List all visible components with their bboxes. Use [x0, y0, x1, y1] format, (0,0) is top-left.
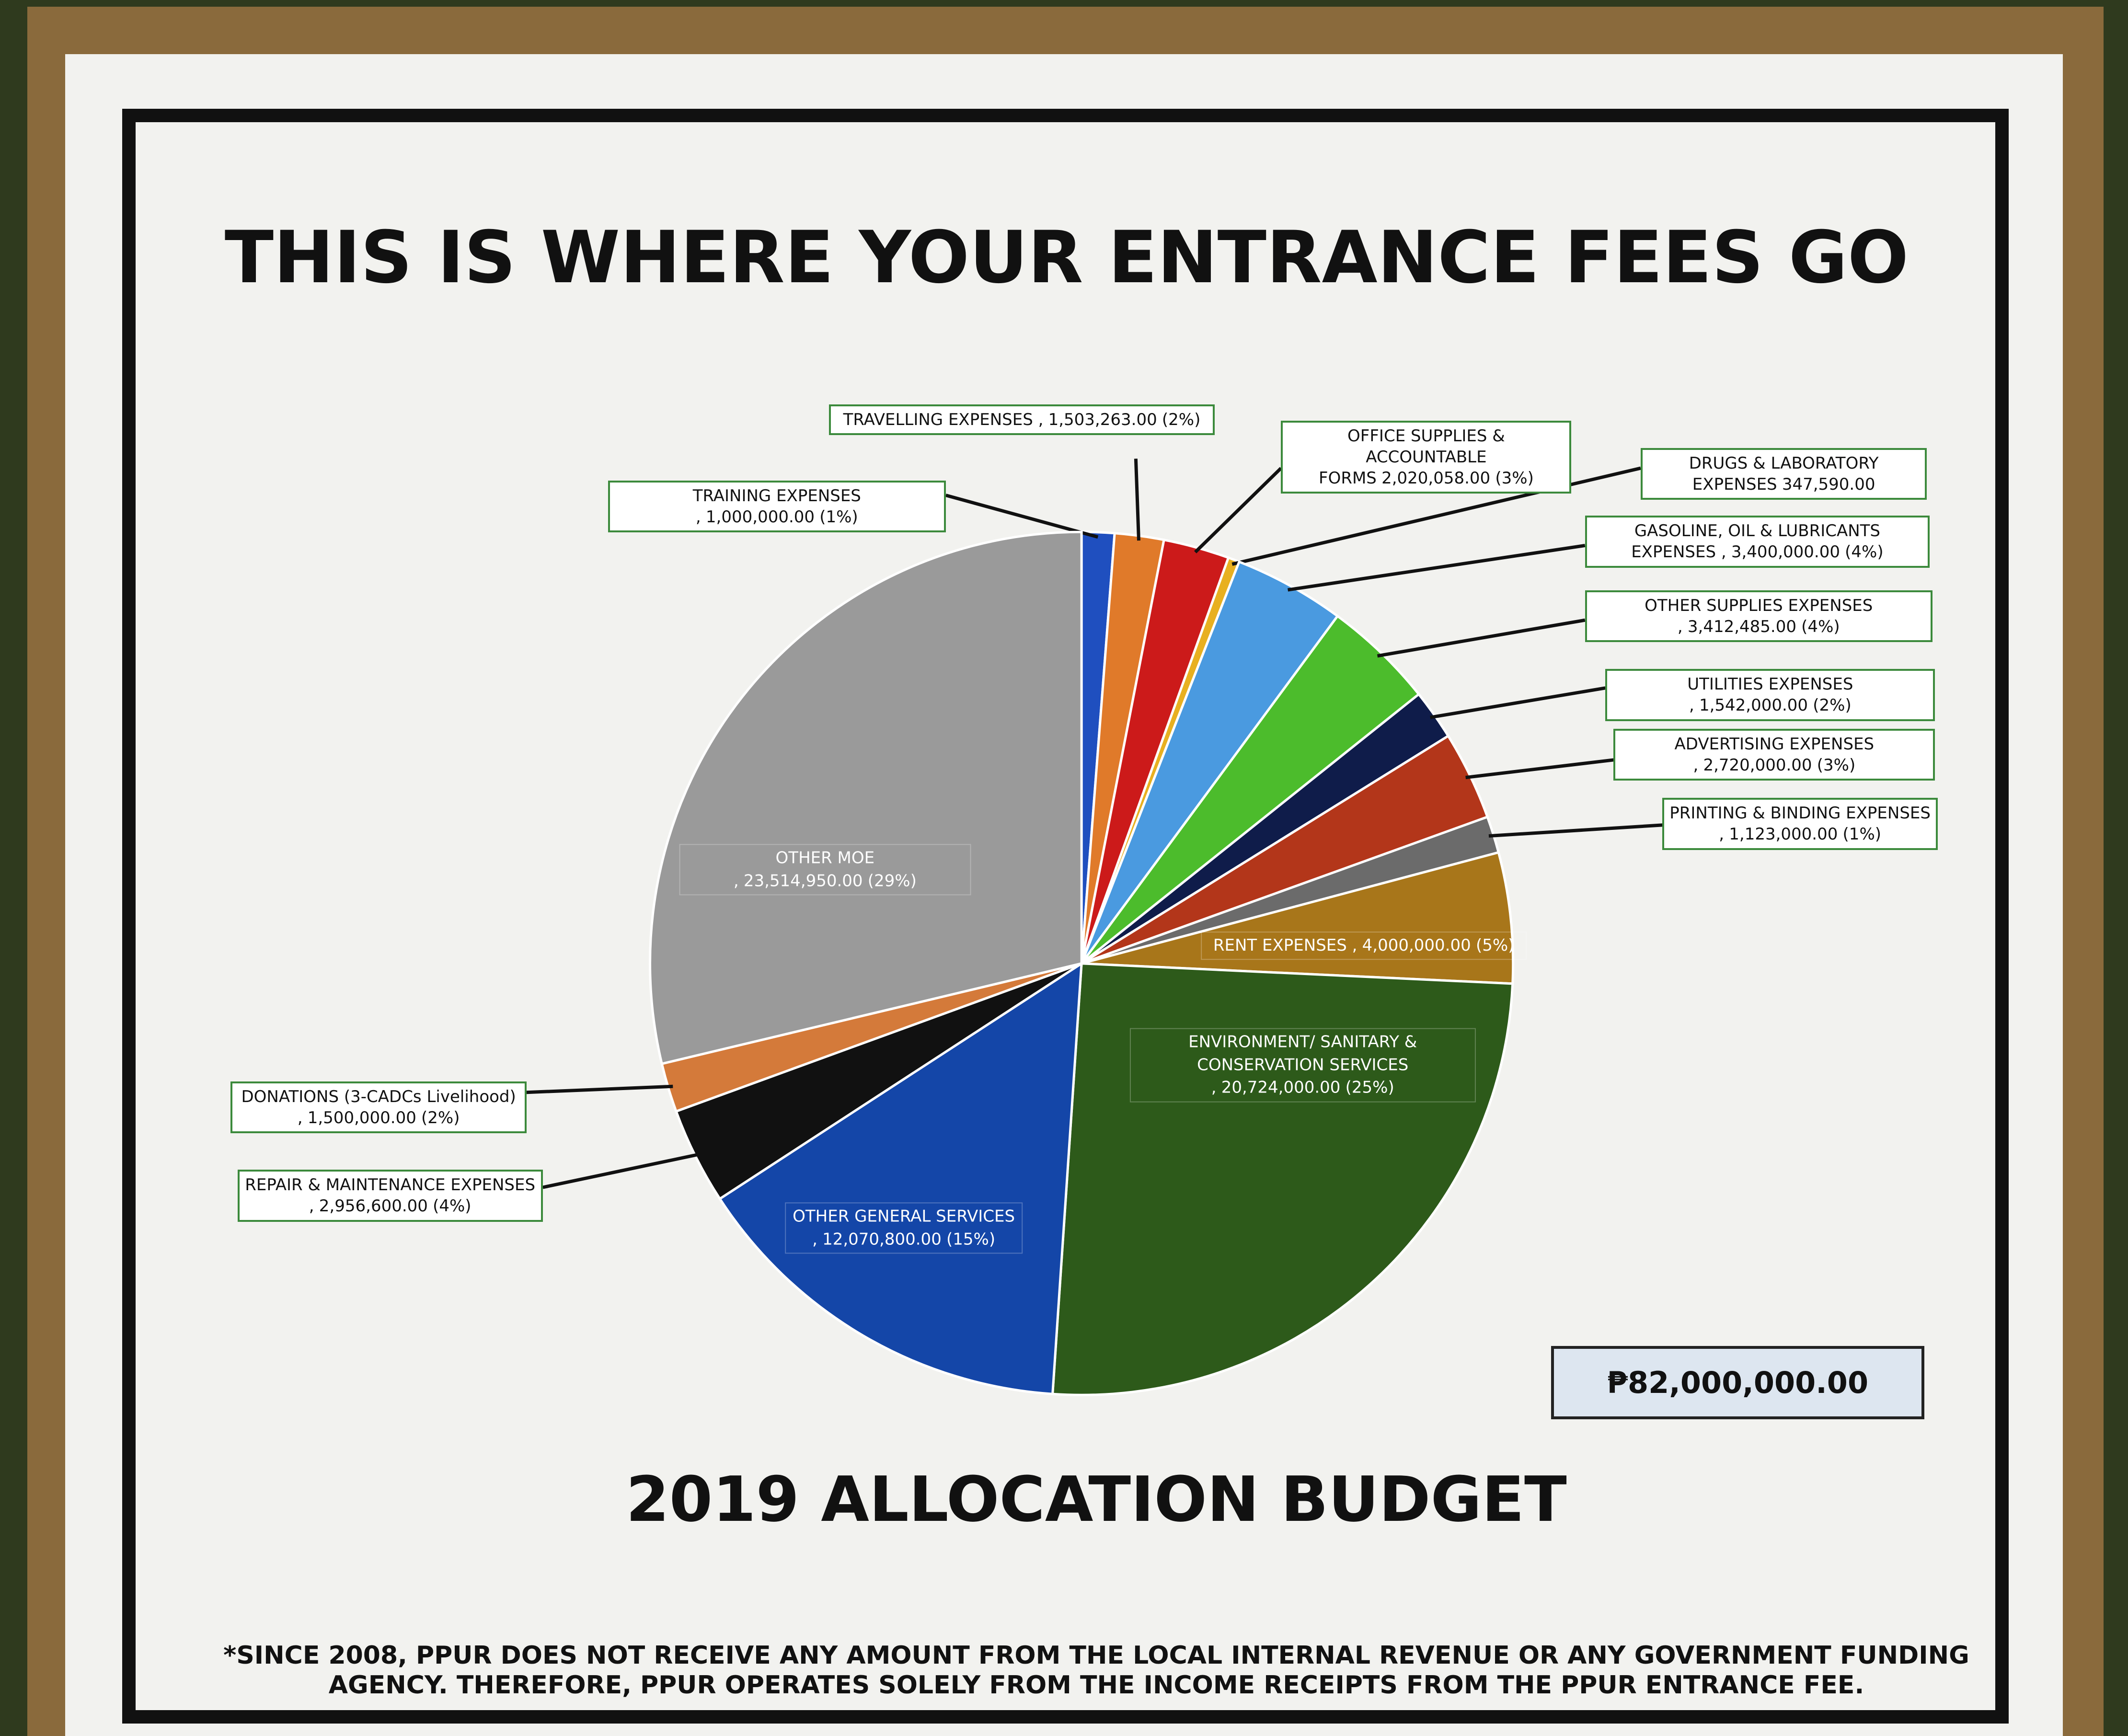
slice-label-box: TRAVELLING EXPENSES , 1,503,263.00 (2%) — [829, 404, 1215, 436]
slice-label-box: UTILITIES EXPENSES , 1,542,000.00 (2%) — [1605, 669, 1935, 721]
pie-slice — [1051, 962, 1514, 1396]
leader-line — [542, 1152, 701, 1189]
slice-label-inner: OTHER MOE , 23,514,950.00 (29%) — [679, 844, 971, 896]
percent-label: (1%) — [819, 507, 858, 527]
value-label: 347,590.00 — [1782, 474, 1875, 494]
percent-label: (3%) — [1817, 755, 1856, 775]
percent-label: (4%) — [433, 1196, 472, 1216]
value-label: 2,720,000.00 — [1703, 755, 1812, 775]
slice-label-box: DONATIONS (3-CADCs Livelihood) , 1,500,00… — [230, 1081, 527, 1134]
value-label: 20,724,000.00 — [1221, 1078, 1341, 1097]
category-label: DRUGS & LABORATORY EXPENSES — [1689, 453, 1879, 494]
pie-slice — [649, 530, 1083, 1066]
category-label: OTHER MOE , — [733, 848, 875, 891]
percent-label: (29%) — [867, 871, 917, 891]
slice-label-box: DRUGS & LABORATORY EXPENSES 347,590.00 — [1640, 448, 1927, 500]
category-label: OTHER GENERAL SERVICES , — [793, 1207, 1015, 1249]
category-label: OTHER SUPPLIES EXPENSES , — [1645, 596, 1873, 637]
footnote: AGENCY. THEREFORE, PPUR OPERATES SOLELY … — [328, 1671, 1864, 1700]
category-label: RENT EXPENSES , — [1213, 936, 1357, 955]
percent-label: (1%) — [1842, 825, 1882, 844]
leader-line — [945, 494, 1099, 539]
percent-label: (4%) — [1845, 542, 1884, 562]
percent-label: (3%) — [1495, 469, 1534, 488]
category-label: ADVERTISING EXPENSES , — [1674, 734, 1875, 775]
leader-line — [1134, 459, 1141, 541]
leader-line — [1194, 467, 1282, 553]
percent-label: (4%) — [1801, 617, 1840, 637]
sign-border — [122, 109, 2009, 1724]
leader-line — [1465, 758, 1614, 780]
pie-slice — [1081, 614, 1421, 965]
percent-label: (2%) — [421, 1108, 460, 1128]
slice-label-box: OFFICE SUPPLIES & ACCOUNTABLE FORMS 2,020… — [1281, 420, 1572, 494]
category-label: UTILITIES EXPENSES , — [1687, 675, 1853, 715]
category-label: REPAIR & MAINTENANCE EXPENSES , — [245, 1175, 536, 1216]
slice-label-box: GASOLINE, OIL & LUBRICANTS EXPENSES , 3,4… — [1585, 516, 1930, 568]
leader-line — [526, 1084, 673, 1094]
percent-label: (5%) — [1475, 936, 1515, 955]
percent-label: (15%) — [946, 1229, 996, 1249]
category-label: TRAINING EXPENSES , — [692, 486, 861, 527]
chart-title: THIS IS WHERE YOUR ENTRANCE FEES GO — [224, 216, 1909, 299]
value-label: 1,123,000.00 — [1729, 825, 1838, 844]
value-label: 2,956,600.00 — [319, 1196, 428, 1216]
pie-slice — [718, 961, 1083, 1395]
value-label: 23,514,950.00 — [743, 871, 863, 891]
slice-label-box: TRAINING EXPENSES , 1,000,000.00 (1%) — [608, 480, 946, 532]
value-label: 1,542,000.00 — [1699, 696, 1808, 715]
leader-line — [1377, 618, 1586, 658]
slice-label-box: REPAIR & MAINTENANCE EXPENSES , 2,956,600… — [237, 1170, 543, 1222]
slice-label-inner: RENT EXPENSES , 4,000,000.00 (5%) — [1201, 931, 1527, 960]
value-label: 3,412,485.00 — [1687, 617, 1796, 637]
value-label: 4,000,000.00 — [1362, 936, 1471, 955]
leader-line — [1231, 466, 1641, 566]
category-label: DONATIONS (3-CADCs Livelihood) , — [241, 1087, 516, 1128]
pie-slice — [1081, 851, 1515, 985]
slice-label-box: ADVERTISING EXPENSES , 2,720,000.00 (3%) — [1613, 728, 1935, 781]
slice-label-inner: OTHER GENERAL SERVICES , 12,070,800.00 (15… — [785, 1202, 1023, 1254]
value-label: 3,400,000.00 — [1731, 542, 1840, 562]
pie-slice — [1080, 560, 1339, 965]
category-label: OFFICE SUPPLIES & ACCOUNTABLE FORMS — [1319, 426, 1505, 488]
percent-label: (25%) — [1345, 1078, 1394, 1097]
chart-subtitle: 2019 ALLOCATION BUDGET — [626, 1463, 1567, 1536]
leader-line — [1430, 686, 1606, 719]
percent-label: (2%) — [1162, 410, 1201, 429]
value-label: 12,070,800.00 — [822, 1229, 942, 1249]
category-label: TRAVELLING EXPENSES , — [843, 410, 1044, 429]
slice-label-inner: ENVIRONMENT/ SANITARY & CONSERVATION SER… — [1129, 1028, 1476, 1103]
category-label: GASOLINE, OIL & LUBRICANTS EXPENSES , — [1631, 521, 1881, 562]
value-label: 1,500,000.00 — [307, 1108, 416, 1128]
leader-line — [1488, 823, 1663, 838]
percent-label: (2%) — [1813, 696, 1852, 715]
slice-label-box: OTHER SUPPLIES EXPENSES , 3,412,485.00 (4%… — [1585, 590, 1932, 643]
leader-line — [1288, 544, 1586, 592]
category-label: ENVIRONMENT/ SANITARY & CONSERVATION SER… — [1188, 1032, 1417, 1097]
slice-label-box: PRINTING & BINDING EXPENSES , 1,123,000.0… — [1662, 798, 1938, 850]
total-box: ₱82,000,000.00 — [1551, 1346, 1924, 1419]
category-label: PRINTING & BINDING EXPENSES , — [1669, 804, 1931, 844]
value-label: 1,503,263.00 — [1048, 410, 1157, 429]
value-label: 1,000,000.00 — [705, 507, 815, 527]
value-label: 2,020,058.00 — [1381, 469, 1491, 488]
footnote: *SINCE 2008, PPUR DOES NOT RECEIVE ANY A… — [223, 1641, 1969, 1670]
